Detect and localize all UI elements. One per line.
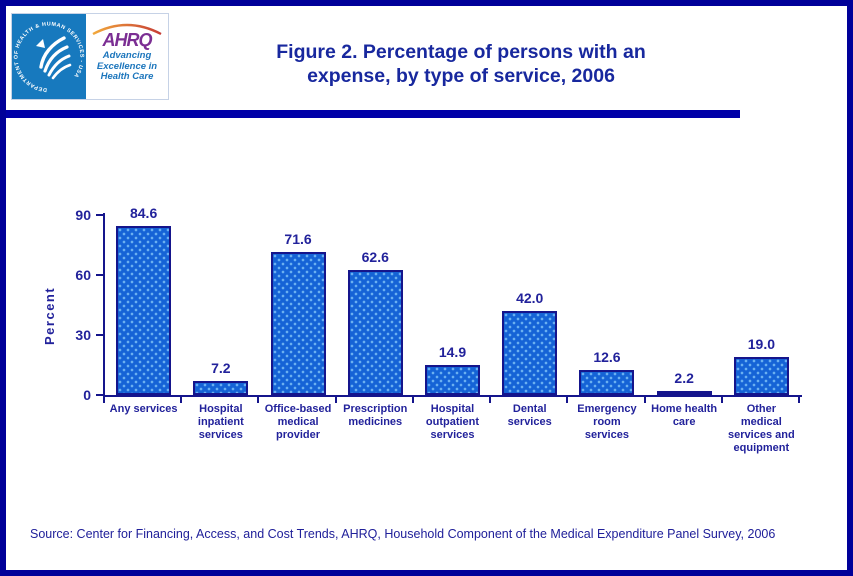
y-tick-90 [96,214,103,216]
ahrq-tagline: Advancing Excellence in Health Care [96,50,158,82]
x-tick-1 [180,397,182,403]
category-label-4: Hospital outpatient services [425,403,480,441]
x-tick-0 [103,397,105,403]
bar-value-label-6: 12.6 [593,349,621,365]
bar-value-label-8: 19.0 [747,336,775,352]
x-tick-5 [489,397,491,403]
x-tick-3 [335,397,337,403]
x-tick-8 [721,397,723,403]
figure-title-line1: Figure 2. Percentage of persons with an [276,41,646,63]
bar-value-label-4: 14.9 [438,344,467,360]
y-tick-label-30: 30 [75,327,91,343]
y-tick-label-90: 90 [75,207,91,223]
plot-area: 84.6 7.2 71.6 62.6 14.9 42.0 12.6 2.2 19.0 [105,205,800,395]
bar-value-label-3: 62.6 [361,249,389,265]
category-label-3: Prescription medicines [343,403,408,428]
category-label-8: Other medical services and equipment [728,403,795,454]
category-labels: Any services Hospital inpatient services O… [105,403,800,455]
ahrq-logo: AHRQ Advancing Excellence in Health Care [86,14,168,99]
bar-8 [733,357,789,395]
category-label-6: Emergency room services [577,403,637,441]
x-tick-2 [257,397,259,403]
bar-1 [193,381,249,395]
category-label-7: Home health care [651,403,718,428]
bar-3 [347,270,403,395]
x-tick-9 [798,397,800,403]
y-tick-label-60: 60 [75,267,91,283]
figure-title-line2: expense, by type of service, 2006 [307,65,615,87]
figure-title: Figure 2. Percentage of persons with an … [166,40,756,88]
bar-7 [656,391,712,395]
ahrq-wordmark: AHRQ [102,30,153,50]
ahrq-arc-icon [92,23,162,36]
bar-value-label-7: 2.2 [674,370,694,386]
x-axis-line [103,395,802,397]
x-tick-7 [644,397,646,403]
bar-6 [579,370,635,395]
category-label-5: Dental services [507,403,552,428]
bar-0 [116,226,172,395]
x-tick-6 [566,397,568,403]
y-tick-label-0: 0 [83,387,91,403]
bar-value-label-2: 71.6 [284,231,312,247]
y-tick-30 [96,334,103,336]
header-rule [6,110,740,118]
eagle-head [36,39,45,48]
bar-value-label-1: 7.2 [211,360,231,376]
logo-block: DEPARTMENT OF HEALTH & HUMAN SERVICES - … [11,13,169,100]
bar-4 [425,365,480,395]
category-label-2: Office-based medical provider [264,403,332,441]
bar-value-label-5: 42.0 [516,290,544,306]
x-tick-4 [412,397,414,403]
category-label-1: Hospital inpatient services [197,403,244,441]
source-note: Source: Center for Financing, Access, an… [30,527,776,541]
y-axis-line [103,213,105,397]
y-tick-60 [96,274,103,276]
hhs-logo: DEPARTMENT OF HEALTH & HUMAN SERVICES - … [12,14,86,99]
y-tick-0 [96,394,103,396]
bar-value-label-0: 84.6 [129,205,158,221]
hhs-eagle-icon: DEPARTMENT OF HEALTH & HUMAN SERVICES - … [12,14,86,99]
bar-2 [270,252,326,395]
category-label-0: Any services [109,403,178,415]
bar-5 [502,311,558,395]
